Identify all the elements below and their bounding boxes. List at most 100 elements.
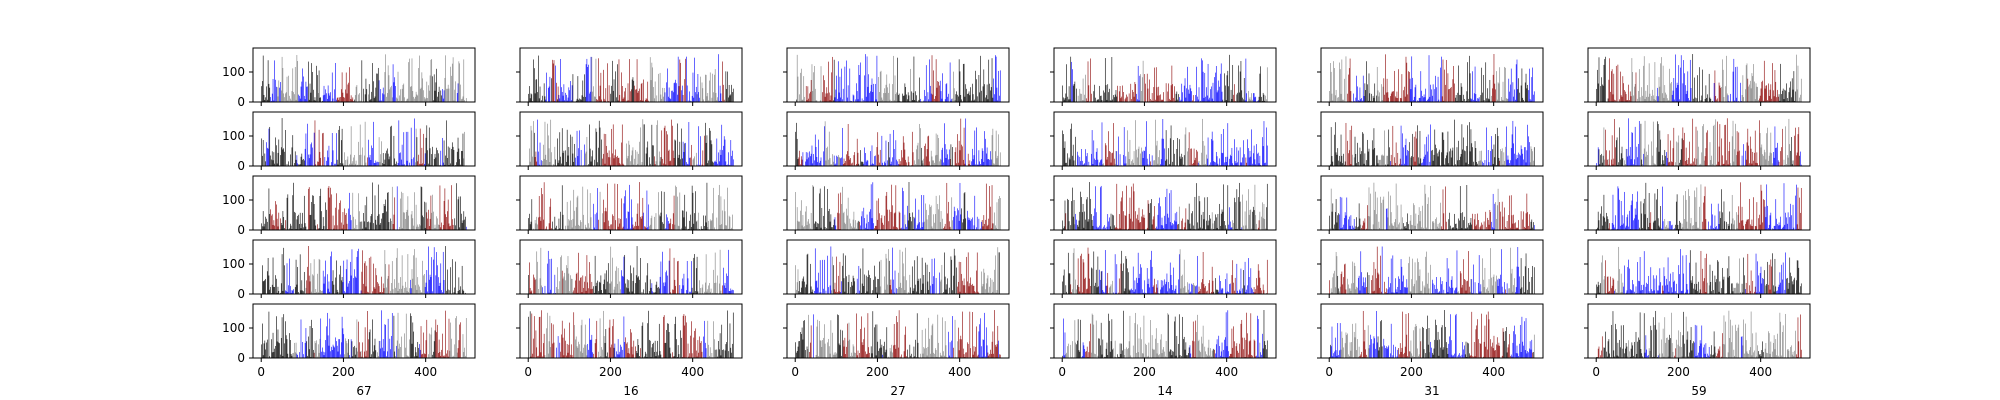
bar: [1357, 142, 1358, 166]
bar: [672, 224, 673, 230]
bar: [1768, 83, 1769, 102]
bar: [985, 138, 986, 166]
bar: [1506, 221, 1508, 230]
bar: [548, 292, 550, 294]
bar: [950, 144, 952, 166]
bar: [1533, 222, 1534, 230]
bar: [289, 95, 290, 102]
bar: [613, 158, 615, 166]
bar: [361, 271, 363, 294]
bar: [1147, 164, 1149, 166]
bar: [1232, 220, 1234, 230]
bar: [281, 254, 283, 294]
bar: [878, 198, 879, 230]
bar: [551, 228, 552, 230]
bar: [364, 261, 366, 294]
bar: [381, 100, 382, 102]
bar: [563, 150, 565, 166]
bar: [1360, 224, 1362, 230]
bar: [1423, 156, 1425, 166]
bar: [712, 213, 713, 230]
bar: [1768, 160, 1769, 166]
bar: [1525, 213, 1527, 230]
bar: [390, 290, 391, 294]
bar: [542, 194, 543, 230]
bar: [1762, 80, 1763, 102]
bar: [641, 162, 643, 166]
bar: [1767, 100, 1768, 102]
bar: [1385, 164, 1386, 166]
bar: [617, 226, 619, 230]
bar: [332, 98, 334, 102]
bar: [1722, 164, 1724, 166]
bar: [1693, 161, 1694, 166]
bar: [1533, 91, 1535, 102]
bar: [1119, 154, 1121, 166]
bar: [1394, 157, 1395, 166]
bar: [332, 215, 334, 230]
bar: [390, 126, 391, 166]
bar: [604, 211, 606, 230]
bar: [935, 59, 937, 102]
bar: [1351, 228, 1353, 230]
bar: [1457, 160, 1459, 166]
bar: [1399, 222, 1400, 230]
bar: [403, 292, 405, 294]
bar: [1366, 61, 1367, 102]
bar: [1711, 155, 1712, 166]
bar: [457, 137, 459, 166]
bar: [1105, 85, 1107, 102]
bar: [1384, 130, 1385, 166]
bar: [354, 219, 356, 230]
bar: [585, 151, 587, 166]
bar: [285, 92, 287, 102]
bar: [1174, 213, 1176, 230]
bar: [874, 156, 875, 166]
bar: [1657, 218, 1659, 230]
bar: [292, 290, 294, 294]
bar: [617, 155, 618, 166]
bar: [1461, 86, 1463, 102]
bar: [459, 159, 460, 166]
bar: [445, 214, 446, 230]
bar: [911, 212, 913, 230]
bar: [1441, 152, 1442, 166]
bar: [1190, 148, 1192, 166]
bar: [1686, 159, 1688, 166]
bar: [1517, 228, 1519, 230]
bar: [1081, 100, 1083, 102]
bar: [856, 91, 858, 102]
bar: [867, 160, 869, 166]
bar: [462, 133, 464, 166]
bar: [1131, 186, 1132, 230]
bar: [726, 225, 727, 230]
bar: [280, 292, 281, 294]
bar: [1763, 200, 1765, 230]
bar: [684, 194, 686, 230]
bar: [1420, 71, 1422, 102]
bar: [358, 193, 359, 230]
panel: [1584, 47, 1811, 106]
bar: [563, 276, 565, 294]
bar: [335, 277, 336, 294]
bar: [1372, 95, 1374, 102]
bar: [1192, 163, 1193, 166]
bar: [392, 289, 394, 294]
bar: [1515, 228, 1517, 230]
bar: [528, 93, 529, 102]
bar: [627, 211, 629, 230]
bar: [852, 219, 854, 230]
bar: [458, 148, 460, 166]
bar: [1601, 77, 1602, 102]
bar: [579, 98, 580, 102]
bar: [1781, 147, 1782, 166]
bar: [833, 155, 835, 166]
bar: [1178, 94, 1179, 102]
bar: [908, 162, 910, 166]
bar: [689, 220, 690, 230]
bar: [1643, 65, 1644, 102]
bar: [1223, 129, 1224, 166]
bar: [953, 206, 955, 230]
bar: [1498, 157, 1500, 166]
bar: [349, 192, 350, 230]
